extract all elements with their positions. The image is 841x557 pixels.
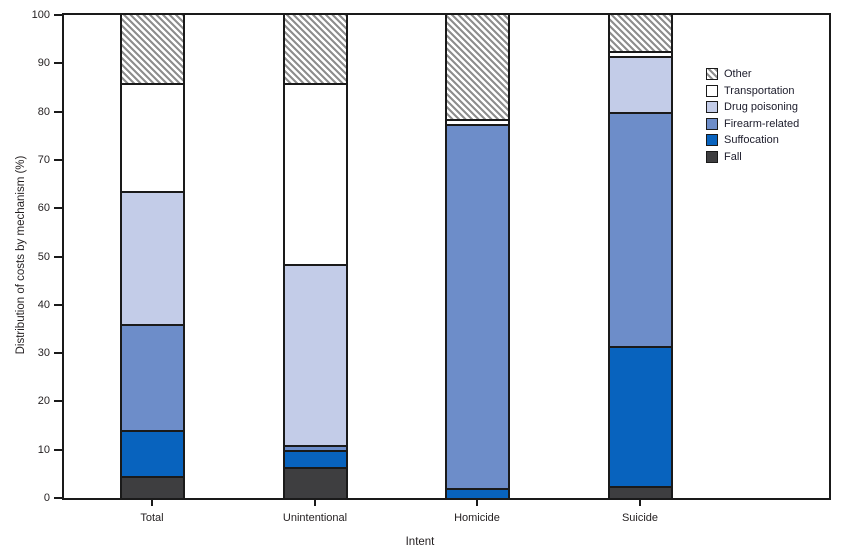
x-category-label-homicide: Homicide [454, 512, 500, 524]
y-tick-label: 10 [37, 443, 50, 456]
bar-segment-transportation [446, 118, 508, 124]
y-tick-mark [54, 400, 62, 403]
legend-item-suffocation: Suffocation [706, 133, 799, 147]
x-tick-mark [476, 500, 478, 506]
legend-item-firearm-related: Firearm-related [706, 117, 799, 131]
y-tick-mark [54, 303, 62, 306]
y-tick-mark [54, 62, 62, 65]
legend-item-drug-poisoning: Drug poisoning [706, 100, 799, 114]
y-tick-label: 30 [37, 347, 50, 360]
y-tick-mark [54, 255, 62, 258]
bar-segment-drug-poisoning [121, 191, 183, 325]
y-tick-label: 100 [31, 9, 50, 21]
legend-swatch-suffocation-icon [706, 134, 718, 147]
x-axis-title: Intent [405, 536, 435, 548]
x-category-label-total: Total [140, 512, 164, 524]
bar-total [119, 13, 185, 500]
bar-segment-other [609, 15, 671, 52]
legend-label: Transportation [724, 84, 795, 97]
bar-segment-suffocation [446, 488, 508, 498]
y-tick-mark [54, 110, 62, 113]
y-tick-label: 40 [37, 298, 50, 311]
x-tick-mark [639, 500, 641, 506]
bar-segment-fall [121, 476, 183, 498]
y-tick-label: 90 [37, 57, 50, 70]
legend-label: Fall [724, 150, 742, 163]
y-tick-label: 20 [37, 395, 50, 408]
legend-swatch-firearm-related-icon [706, 117, 718, 130]
y-tick-mark [54, 158, 62, 161]
bar-segment-other [446, 15, 508, 119]
y-tick-mark [54, 352, 62, 355]
legend-item-transportation: Transportation [706, 84, 799, 98]
x-tick-mark [151, 500, 153, 506]
y-tick-mark [54, 207, 62, 210]
bar-segment-other [284, 15, 346, 83]
chart-legend: Other Transportation Drug poisoning Firearm… [706, 67, 799, 164]
x-category-label-suicide: Suicide [621, 512, 659, 524]
bar-segment-firearm-related [121, 324, 183, 431]
bar-segment-transportation [121, 82, 183, 192]
legend-swatch-fall-icon [706, 150, 718, 163]
bar-unintentional [282, 13, 348, 500]
legend-label: Other [724, 68, 752, 80]
bar-segment-fall [609, 485, 671, 498]
legend-item-fall: Fall [706, 150, 799, 164]
y-tick-mark [54, 448, 62, 451]
legend-label: Drug poisoning [724, 101, 798, 114]
bar-segment-firearm-related [609, 111, 671, 346]
legend-item-other: Other [706, 67, 799, 81]
bar-segment-other [121, 15, 183, 83]
bar-segment-suffocation [609, 345, 671, 486]
bar-segment-drug-poisoning [609, 56, 671, 112]
bar-suicide [607, 13, 673, 500]
x-tick-mark [314, 500, 316, 506]
y-tick-mark [54, 14, 62, 16]
y-tick-label: 80 [37, 105, 50, 118]
legend-label: Firearm-related [724, 117, 800, 130]
legend-swatch-drug-poisoning-icon [706, 101, 718, 114]
bar-segment-transportation [609, 51, 671, 57]
bar-segment-firearm-related [284, 444, 346, 450]
legend-swatch-other-icon [706, 68, 718, 80]
bar-segment-firearm-related [446, 123, 508, 489]
y-tick-label: 70 [37, 153, 50, 166]
legend-label: Suffocation [724, 134, 779, 147]
y-tick-label: 50 [37, 250, 50, 263]
bar-segment-suffocation [284, 449, 346, 467]
y-tick-label: 60 [37, 202, 50, 215]
bar-homicide [444, 13, 510, 500]
legend-swatch-transportation-icon [706, 84, 718, 97]
x-category-label-unintentional: Unintentional [282, 512, 348, 524]
bar-segment-suffocation [121, 430, 183, 477]
y-tick-label: 0 [43, 492, 50, 504]
plot-area [62, 13, 831, 500]
bar-segment-drug-poisoning [284, 263, 346, 445]
y-tick-mark [54, 497, 62, 499]
bar-segment-fall [284, 466, 346, 498]
bar-segment-transportation [284, 82, 346, 264]
